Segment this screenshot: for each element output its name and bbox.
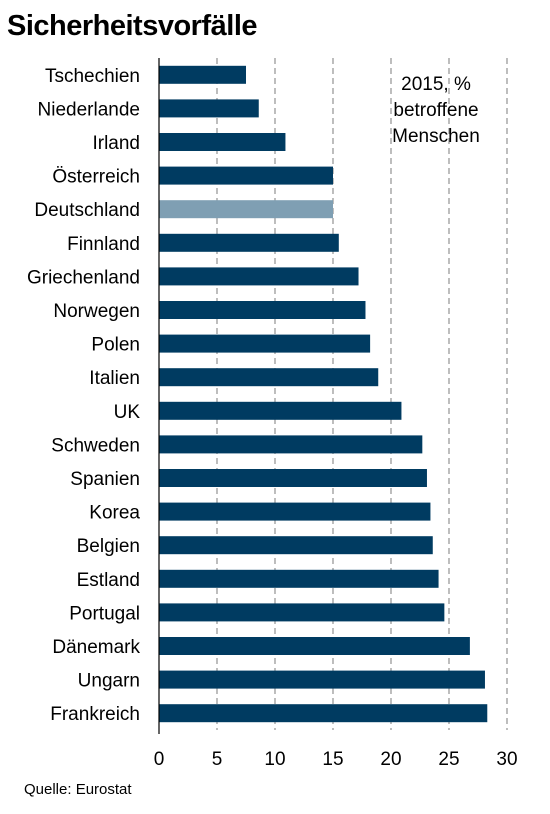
bar-9 <box>159 334 371 353</box>
category-label: Niederlande <box>38 99 140 120</box>
bar-8 <box>159 301 366 319</box>
x-tick-label: 25 <box>438 749 459 770</box>
bar-20 <box>159 704 488 723</box>
x-tick-label: 15 <box>322 749 343 770</box>
category-label: Tschechien <box>45 66 140 87</box>
category-label: Norwegen <box>53 301 140 322</box>
bar-18 <box>159 637 470 655</box>
category-label: Dänemark <box>52 637 140 658</box>
bar-10 <box>159 368 379 387</box>
category-label: Italien <box>89 368 140 389</box>
annotation-line-3: Menschen <box>392 126 480 147</box>
category-label: Spanien <box>70 469 140 490</box>
category-label: Schweden <box>51 435 140 456</box>
category-label: Frankreich <box>50 704 140 725</box>
source-note: Quelle: Eurostat <box>24 781 132 798</box>
category-label: UK <box>114 402 141 423</box>
bar-3 <box>159 133 286 151</box>
bar-14 <box>159 502 431 521</box>
bar-15 <box>159 536 433 555</box>
category-label: Korea <box>89 503 140 524</box>
bar-5 <box>159 200 333 219</box>
bar-13 <box>159 469 427 487</box>
category-label: Deutschland <box>34 200 140 221</box>
x-tick-label: 5 <box>212 749 223 770</box>
category-label: Griechenland <box>27 267 140 288</box>
annotation-line-2: betroffene <box>393 100 479 121</box>
category-label: Portugal <box>69 603 140 624</box>
chart-annotation: 2015, % betroffene Menschen <box>372 72 500 150</box>
bar-16 <box>159 569 439 588</box>
bar-1 <box>159 65 246 84</box>
chart-title: Sicherheitsvorfälle <box>7 10 258 42</box>
category-label: Irland <box>92 133 140 154</box>
annotation-line-1: 2015, % <box>401 74 471 95</box>
bar-19 <box>159 670 485 689</box>
bar-4 <box>159 166 333 185</box>
bar-11 <box>159 401 402 420</box>
bar-6 <box>159 233 339 252</box>
category-label: Finnland <box>67 234 140 255</box>
category-label: Polen <box>91 335 140 356</box>
x-tick-label: 20 <box>380 749 401 770</box>
bar-7 <box>159 267 359 286</box>
bar-12 <box>159 435 423 454</box>
category-label: Belgien <box>77 536 140 557</box>
category-label: Ungarn <box>78 671 140 692</box>
x-tick-label: 0 <box>154 749 165 770</box>
category-label: Estland <box>77 570 140 591</box>
x-tick-label: 10 <box>264 749 285 770</box>
bar-17 <box>159 603 445 622</box>
x-tick-label: 30 <box>496 749 517 770</box>
category-label: Österreich <box>52 167 140 188</box>
bar-2 <box>159 99 259 118</box>
